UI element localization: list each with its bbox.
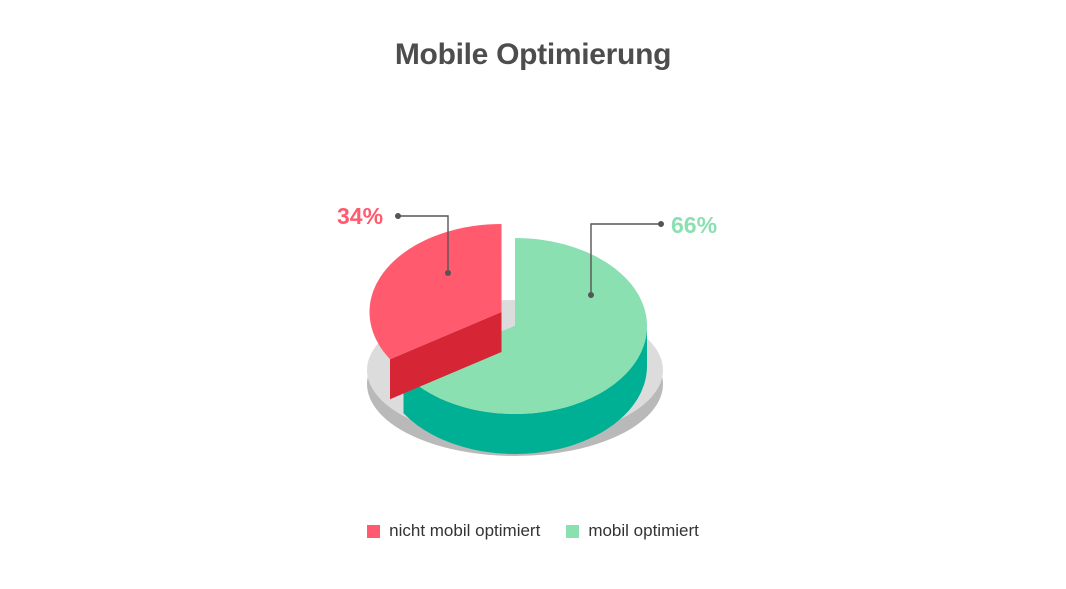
legend-label-nicht-mobil: nicht mobil optimiert [389,521,541,540]
value-label-nicht-mobil: 34% [337,203,383,229]
legend: nicht mobil optimiert mobil optimiert [0,521,1066,541]
value-label-mobil: 66% [671,212,717,238]
callout-dot-mobil-anchor [588,292,594,298]
legend-label-mobil: mobil optimiert [588,521,699,540]
callout-dot-nicht-mobil-anchor [445,270,451,276]
legend-swatch-nicht-mobil [367,524,381,538]
slice-mobil-top [403,238,647,414]
slice-nicht-mobil-top [369,224,502,360]
callout-line-nicht-mobil [398,215,449,273]
legend-swatch-mobil [566,524,580,538]
callout-dot-mobil-end [658,221,664,227]
slice-nicht-mobil-front-wall [390,312,502,400]
chart-title: Mobile Optimierung [394,38,672,71]
callout-line-mobil [590,223,661,295]
slice-mobil-side [403,326,647,454]
legend-item-nicht-mobil: nicht mobil optimiert [367,521,540,541]
callout-dot-nicht-mobil-end [395,213,401,219]
legend-item-mobil: mobil optimiert [566,521,699,541]
